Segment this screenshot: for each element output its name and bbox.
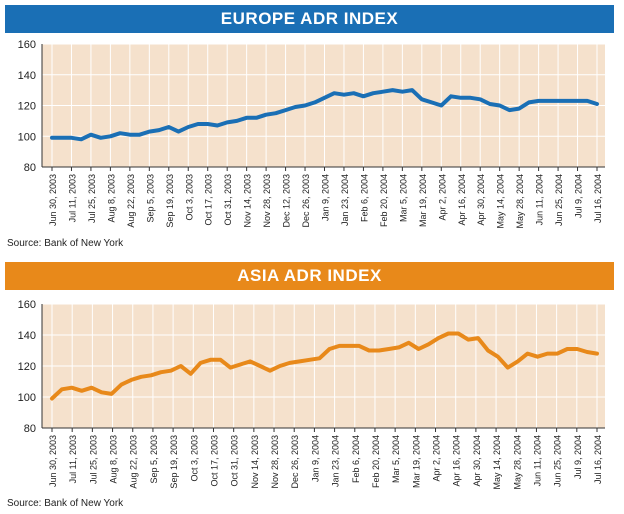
europe-x-tick-label: Mar 19, 2004 [418,174,428,227]
europe-x-tick-label: Sep 19, 2003 [165,174,175,228]
asia-chart: Jun 30, 2003 Jul 11, 2003 Jul 25, 2003 Aug … [18,299,605,490]
asia-x-tick-label: May 14, 2004 [492,435,502,490]
europe-chart: Jun 30, 2003 Jul 11, 2003 Jul 25, 2003 Aug … [18,39,605,229]
asia-y-tick-label: 100 [18,392,36,404]
europe-source-note: Source: Bank of New York [7,238,124,249]
asia-x-tick-label: Jul 11, 2003 [68,435,78,483]
europe-x-tick-label: Oct 3, 2003 [184,174,194,221]
asia-y-tick-label: 80 [24,423,36,435]
europe-x-tick-label: Jan 23, 2004 [340,174,350,226]
asia-chart-title: ASIA ADR INDEX [5,262,614,290]
asia-x-tick-label: Jan 23, 2004 [331,435,341,487]
asia-x-tick-label: Oct 3, 2003 [189,435,199,482]
asia-y-tick-label: 140 [18,330,36,342]
asia-x-tick-label: Sep 19, 2003 [169,435,179,489]
europe-x-tick-label: May 28, 2004 [515,174,525,229]
europe-x-tick-label: Dec 12, 2003 [282,174,292,228]
asia-x-tick-label: Mar 5, 2004 [391,435,401,483]
asia-x-tick-label: Apr 2, 2004 [432,435,442,482]
asia-x-tick-label: Jul 9, 2004 [573,435,583,479]
asia-x-tick-label: Apr 16, 2004 [452,435,462,487]
asia-x-tick-label: Nov 14, 2003 [250,435,260,489]
europe-x-tick-label: May 14, 2004 [496,174,506,229]
asia-x-tick-label: Oct 31, 2003 [230,435,240,487]
asia-x-tick-label: Nov 28, 2003 [270,435,280,489]
europe-x-tick-label: Jun 25, 2004 [554,174,564,226]
asia-x-tick-label: Jul 16, 2004 [593,435,603,484]
asia-source-note: Source: Bank of New York [7,498,124,509]
europe-x-tick-label: Dec 26, 2003 [301,174,311,228]
europe-x-tick-label: Nov 14, 2003 [243,174,253,228]
asia-y-tick-label: 120 [18,361,36,373]
asia-x-tick-label: Jan 9, 2004 [310,435,320,482]
europe-x-tick-label: Jun 30, 2003 [48,174,58,226]
asia-x-tick-label: May 28, 2004 [512,435,522,490]
europe-y-tick-label: 120 [18,101,36,113]
europe-x-tick-label: Mar 5, 2004 [398,174,408,222]
asia-x-tick-label: Aug 22, 2003 [129,435,139,489]
asia-x-tick-label: Oct 17, 2003 [209,435,219,487]
europe-x-tick-label: Apr 2, 2004 [437,174,447,221]
europe-x-tick-label: Apr 16, 2004 [457,174,467,226]
asia-index-line [50,331,599,401]
asia-x-tick-label: Jun 11, 2004 [532,435,542,486]
europe-x-tick-label: Oct 31, 2003 [223,174,233,226]
asia-panel: ASIA ADR INDEX Jun 30, 2003 Jul 11, 2003 J… [0,256,624,514]
europe-x-tick-label: Aug 22, 2003 [126,174,136,228]
europe-x-tick-label: Nov 28, 2003 [262,174,272,228]
europe-y-tick-label: 100 [18,131,36,143]
europe-x-tick-label: Jun 11, 2004 [535,174,545,225]
asia-x-tick-label: Aug 8, 2003 [109,435,119,484]
europe-x-tick-label: Feb 6, 2004 [359,174,369,222]
europe-y-tick-label: 80 [24,162,36,174]
europe-y-tick-label: 140 [18,70,36,82]
europe-x-tick-label: Feb 20, 2004 [379,174,389,227]
asia-x-tick-label: Sep 5, 2003 [149,435,159,484]
europe-x-tick-label: Jan 9, 2004 [321,174,331,221]
asia-x-tick-label: Mar 19, 2004 [411,435,421,488]
europe-panel: EUROPE ADR INDEX Jun 30, 2003 Jul 11, 200… [0,0,624,256]
europe-x-tick-label: Jul 16, 2004 [593,174,603,223]
europe-x-tick-label: Jul 11, 2003 [67,174,77,222]
asia-x-tick-label: Jun 30, 2003 [48,435,58,487]
europe-x-tick-label: Aug 8, 2003 [106,174,116,223]
asia-x-tick-label: Apr 30, 2004 [472,435,482,487]
europe-y-tick-label: 160 [18,39,36,51]
asia-x-tick-label: Jun 25, 2004 [553,435,563,487]
europe-x-tick-label: Jul 25, 2003 [87,174,97,223]
asia-x-tick-label: Feb 20, 2004 [371,435,381,488]
europe-x-tick-label: Oct 17, 2003 [204,174,214,226]
europe-x-tick-label: Jul 9, 2004 [574,174,584,218]
asia-x-tick-label: Dec 26, 2003 [290,435,300,489]
asia-x-tick-label: Feb 6, 2004 [351,435,361,483]
asia-x-tick-label: Jul 25, 2003 [88,435,98,484]
europe-x-tick-label: Sep 5, 2003 [145,174,155,223]
europe-chart-title: EUROPE ADR INDEX [5,5,614,33]
europe-index-line [50,88,599,142]
europe-x-tick-label: Apr 30, 2004 [476,174,486,226]
asia-y-tick-label: 160 [18,299,36,311]
